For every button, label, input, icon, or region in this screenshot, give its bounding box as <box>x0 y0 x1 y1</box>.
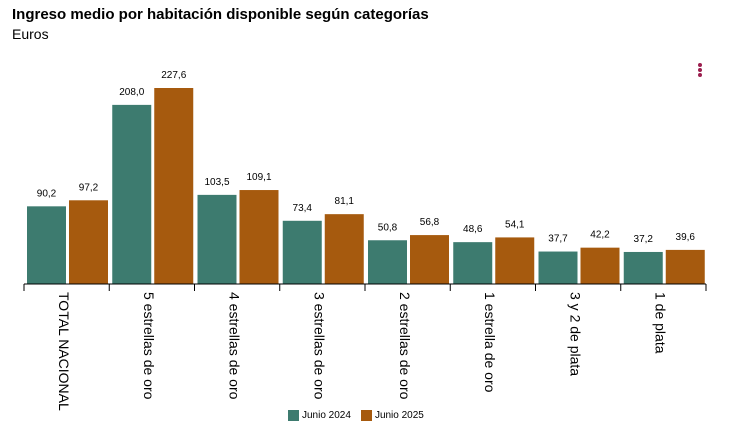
data-label-junio-2024-3-y-2-de-plata: 37,7 <box>548 234 568 245</box>
bar-junio-2025-1-de-plata[interactable] <box>665 249 705 284</box>
bar-junio-2024-4-estrellas-de-oro[interactable] <box>197 194 237 284</box>
category-label-4-estrellas-de-oro: 4 estrellas de oro <box>226 292 242 400</box>
category-label-total-nacional: TOTAL NACIONAL <box>56 292 72 411</box>
chart-subtitle: Euros <box>12 26 49 42</box>
data-label-junio-2025-1-de-plata: 39,6 <box>676 232 696 243</box>
data-label-junio-2025-1-estrella-de-oro: 54,1 <box>505 219 525 230</box>
data-label-junio-2024-1-estrella-de-oro: 48,6 <box>463 224 483 235</box>
data-label-junio-2025-total-nacional: 97,2 <box>79 182 99 193</box>
bar-junio-2025-1-estrella-de-oro[interactable] <box>495 237 535 284</box>
data-label-junio-2025-3-y-2-de-plata: 42,2 <box>590 230 610 241</box>
data-label-junio-2024-total-nacional: 90,2 <box>37 188 57 199</box>
bar-junio-2025-3-estrellas-de-oro[interactable] <box>324 214 364 284</box>
legend: Junio 2024 Junio 2025 <box>288 410 424 421</box>
bar-junio-2025-4-estrellas-de-oro[interactable] <box>239 190 279 284</box>
category-label-1-estrella-de-oro: 1 estrella de oro <box>482 292 498 393</box>
data-label-junio-2024-2-estrellas-de-oro: 50,8 <box>378 222 398 233</box>
data-label-junio-2024-3-estrellas-de-oro: 73,4 <box>293 203 313 214</box>
data-label-junio-2025-2-estrellas-de-oro: 56,8 <box>420 217 440 228</box>
data-label-junio-2024-1-de-plata: 37,2 <box>634 234 654 245</box>
legend-label-junio-2024: Junio 2024 <box>302 410 351 421</box>
category-label-5-estrellas-de-oro: 5 estrellas de oro <box>141 292 157 400</box>
bar-junio-2024-3-estrellas-de-oro[interactable] <box>282 220 322 284</box>
more-vertical-icon[interactable] <box>695 63 705 79</box>
chart-title: Ingreso medio por habitación disponible … <box>12 6 429 23</box>
bar-junio-2024-5-estrellas-de-oro[interactable] <box>112 104 152 284</box>
bar-junio-2025-3-y-2-de-plata[interactable] <box>580 247 620 284</box>
legend-item-junio-2024[interactable]: Junio 2024 <box>288 410 351 421</box>
bar-junio-2025-2-estrellas-de-oro[interactable] <box>410 235 449 284</box>
legend-label-junio-2025: Junio 2025 <box>374 410 424 421</box>
bar-junio-2025-total-nacional[interactable] <box>69 200 108 284</box>
bar-junio-2024-1-estrella-de-oro[interactable] <box>453 242 493 284</box>
category-label-1-de-plata: 1 de plata <box>653 292 669 354</box>
category-label-2-estrellas-de-oro: 2 estrellas de oro <box>397 292 413 400</box>
bar-junio-2024-total-nacional[interactable] <box>27 206 66 284</box>
data-label-junio-2025-5-estrellas-de-oro: 227,6 <box>161 70 186 81</box>
legend-item-junio-2025[interactable]: Junio 2025 <box>360 410 424 421</box>
category-label-3-estrellas-de-oro: 3 estrellas de oro <box>312 292 328 400</box>
data-label-junio-2024-4-estrellas-de-oro: 103,5 <box>204 177 229 188</box>
bar-junio-2024-3-y-2-de-plata[interactable] <box>538 251 578 284</box>
bar-junio-2025-5-estrellas-de-oro[interactable] <box>154 88 194 284</box>
bar-junio-2024-1-de-plata[interactable] <box>623 251 663 284</box>
bar-junio-2024-2-estrellas-de-oro[interactable] <box>368 240 407 284</box>
data-label-junio-2024-5-estrellas-de-oro: 208,0 <box>119 87 144 98</box>
data-label-junio-2025-4-estrellas-de-oro: 109,1 <box>246 172 271 183</box>
legend-swatch-junio-2025 <box>360 410 372 421</box>
data-label-junio-2025-3-estrellas-de-oro: 81,1 <box>335 196 355 207</box>
category-label-3-y-2-de-plata: 3 y 2 de plata <box>567 292 583 376</box>
legend-swatch-junio-2024 <box>288 410 299 421</box>
